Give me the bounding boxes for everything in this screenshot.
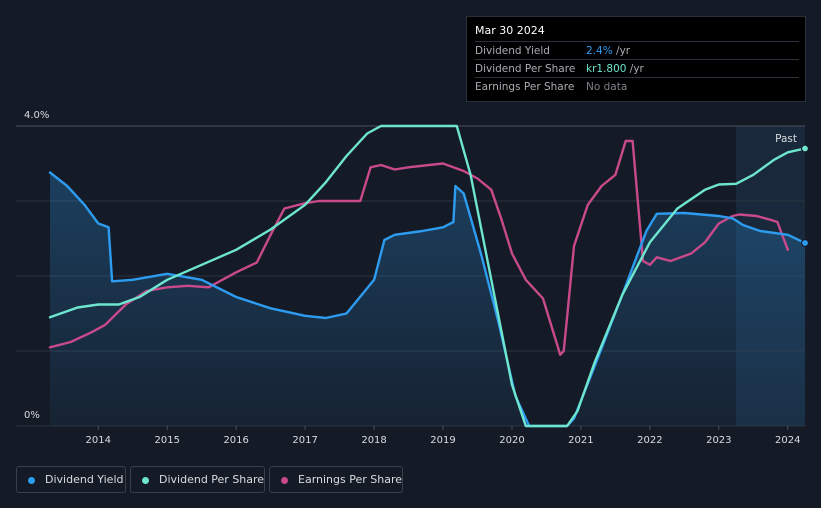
legend-label: Earnings Per Share <box>298 473 403 486</box>
x-axis-ticks: 2014 2015 2016 2017 2018 2019 2020 2021 2022 2023… <box>86 426 800 446</box>
legend-label: Dividend Yield <box>45 473 124 486</box>
x-tick-label: 2019 <box>430 435 455 446</box>
x-tick-label: 2015 <box>154 435 179 446</box>
x-tick-label: 2020 <box>499 435 524 446</box>
tooltip-row-dividend-yield: Dividend Yield 2.4% /yr <box>475 41 799 60</box>
past-label: Past <box>775 133 797 145</box>
legend-dot-icon <box>281 477 288 484</box>
tooltip-label: Dividend Per Share <box>475 63 576 75</box>
tooltip-value: No data <box>586 81 627 93</box>
y-tick-label-min: 0% <box>24 410 40 421</box>
tooltip-value-unit: /yr <box>626 63 644 75</box>
dividend-yield-line <box>48 171 807 428</box>
legend-item-dividend-per-share[interactable]: Dividend Per Share <box>130 466 265 493</box>
tooltip: Mar 30 2024 Dividend Yield 2.4% /yr Divi… <box>466 16 806 102</box>
x-tick-label: 2017 <box>292 435 317 446</box>
x-tick-label: 2014 <box>86 435 111 446</box>
tooltip-date: Mar 30 2024 <box>475 24 545 37</box>
tooltip-label: Dividend Yield <box>475 45 550 57</box>
x-tick-label: 2023 <box>706 435 731 446</box>
tooltip-value-number: No data <box>586 81 628 93</box>
legend-label: Dividend Per Share <box>159 473 265 486</box>
tooltip-row-dividend-per-share: Dividend Per Share kr1.800 /yr <box>475 59 799 78</box>
x-tick-label: 2021 <box>568 435 593 446</box>
tooltip-row-earnings-per-share: Earnings Per Share No data <box>475 77 799 96</box>
y-tick-label-max: 4.0% <box>24 110 49 121</box>
tooltip-value-unit: /yr <box>612 45 631 57</box>
end-markers <box>800 144 810 248</box>
legend-item-earnings-per-share[interactable]: Earnings Per Share <box>269 466 403 493</box>
x-tick-label: 2022 <box>637 435 662 446</box>
series-lines <box>48 124 807 428</box>
dividend-per-share-end-marker <box>800 144 810 153</box>
tooltip-value-number: kr1.800 <box>586 63 627 75</box>
legend-dot-icon <box>142 477 149 484</box>
x-tick-label: 2016 <box>223 435 248 446</box>
tooltip-value-number: 2.4% <box>586 45 613 57</box>
tooltip-value: kr1.800 /yr <box>586 63 644 75</box>
earnings-per-share-line <box>48 139 789 356</box>
x-tick-label: 2024 <box>775 435 800 446</box>
dividend-yield-area <box>50 172 805 426</box>
dividend-yield-end-marker <box>800 238 810 248</box>
tooltip-label: Earnings Per Share <box>475 81 575 93</box>
legend-item-dividend-yield[interactable]: Dividend Yield <box>16 466 126 493</box>
series-areas <box>50 172 805 426</box>
legend-dot-icon <box>28 477 35 484</box>
x-tick-label: 2018 <box>361 435 386 446</box>
tooltip-value: 2.4% /yr <box>586 45 630 57</box>
dividend-per-share-line <box>48 124 807 428</box>
